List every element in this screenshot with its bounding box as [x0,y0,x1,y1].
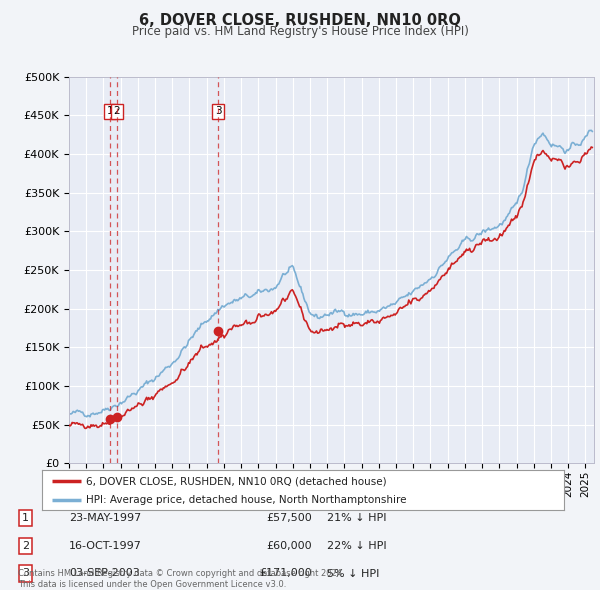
Text: 6, DOVER CLOSE, RUSHDEN, NN10 0RQ (detached house): 6, DOVER CLOSE, RUSHDEN, NN10 0RQ (detac… [86,476,387,486]
Text: 03-SEP-2003: 03-SEP-2003 [69,569,140,578]
Text: 1: 1 [22,513,29,523]
Text: 5% ↓ HPI: 5% ↓ HPI [327,569,379,578]
Text: HPI: Average price, detached house, North Northamptonshire: HPI: Average price, detached house, Nort… [86,494,407,504]
Text: 16-OCT-1997: 16-OCT-1997 [69,541,142,550]
Text: 6, DOVER CLOSE, RUSHDEN, NN10 0RQ: 6, DOVER CLOSE, RUSHDEN, NN10 0RQ [139,13,461,28]
Text: 3: 3 [22,569,29,578]
Text: £60,000: £60,000 [266,541,312,550]
Text: £171,000: £171,000 [259,569,312,578]
Text: 23-MAY-1997: 23-MAY-1997 [69,513,141,523]
Text: £57,500: £57,500 [266,513,312,523]
Text: 2: 2 [114,106,121,116]
Text: 3: 3 [215,106,221,116]
Text: 22% ↓ HPI: 22% ↓ HPI [327,541,386,550]
Text: 21% ↓ HPI: 21% ↓ HPI [327,513,386,523]
Text: 1: 1 [107,106,113,116]
Text: Price paid vs. HM Land Registry's House Price Index (HPI): Price paid vs. HM Land Registry's House … [131,25,469,38]
Text: Contains HM Land Registry data © Crown copyright and database right 2024.
This d: Contains HM Land Registry data © Crown c… [18,569,344,589]
Text: 2: 2 [22,541,29,550]
